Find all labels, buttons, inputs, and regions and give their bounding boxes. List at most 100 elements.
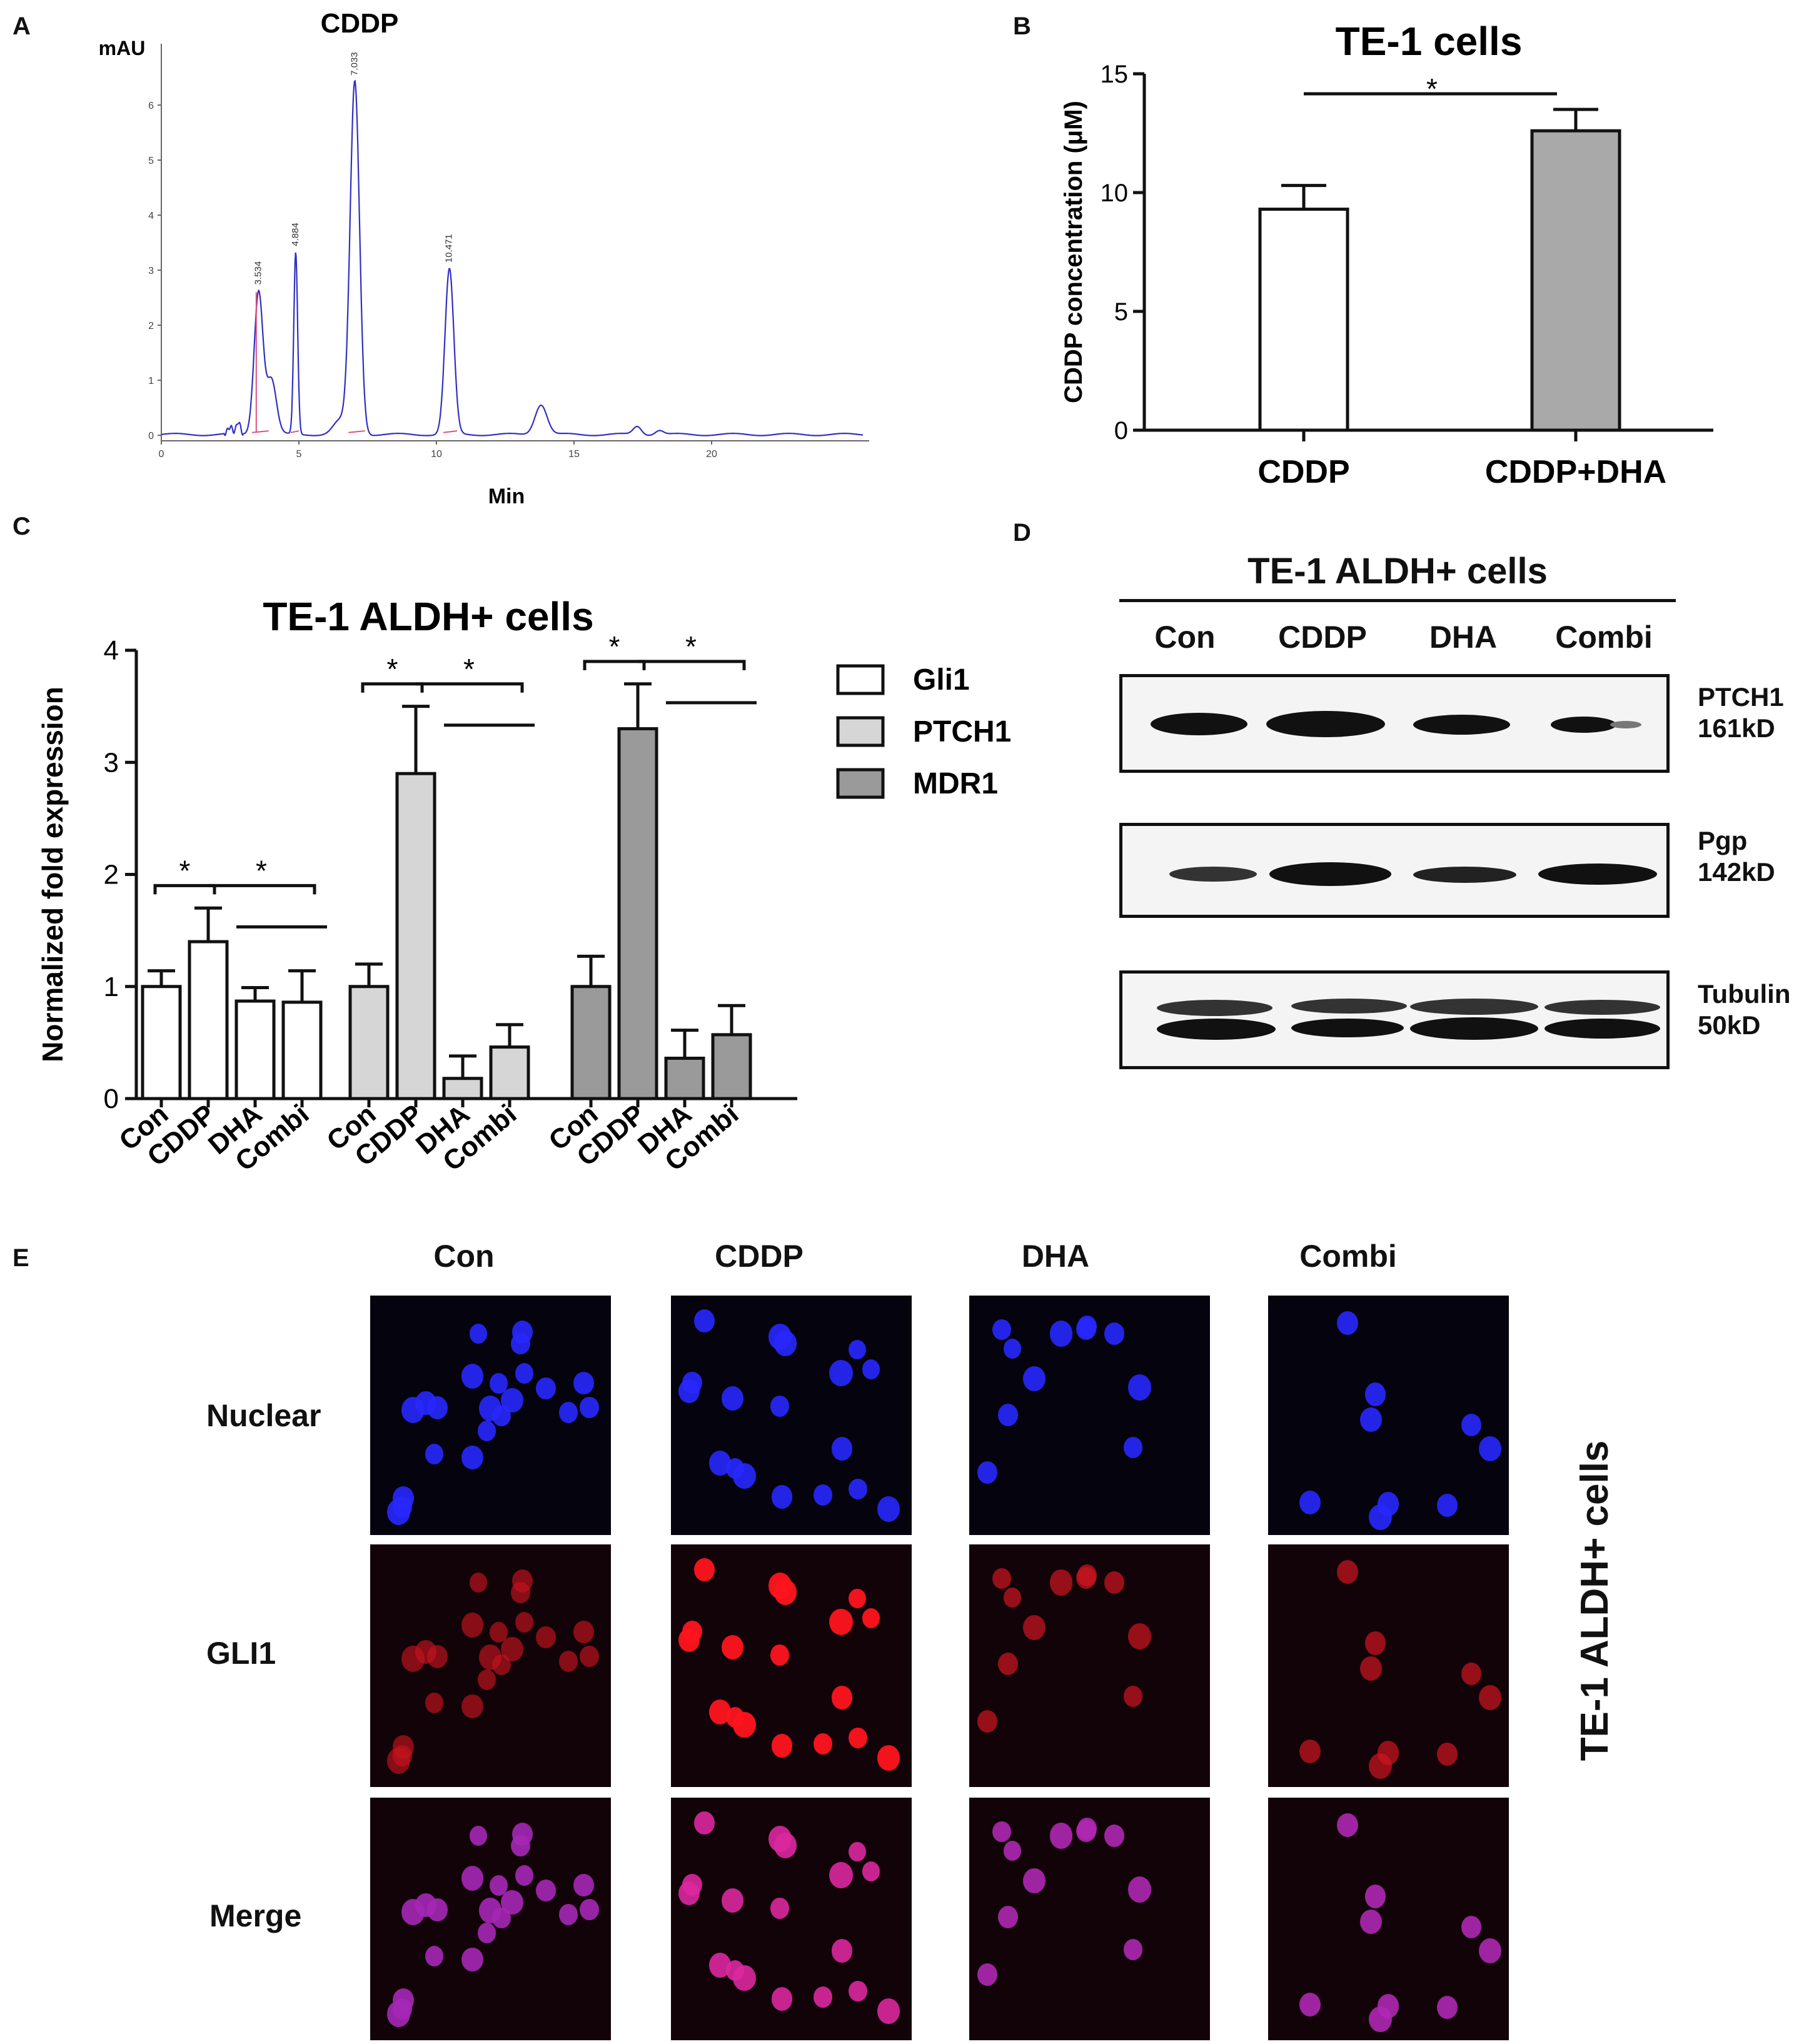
cell-nucleus xyxy=(511,1581,530,1603)
cell-nucleus xyxy=(678,1379,700,1403)
bar xyxy=(570,985,612,1100)
x-tick-label: 5 xyxy=(296,449,302,460)
cell-nucleus xyxy=(461,1363,484,1389)
fold-expression-chart: TE-1 ALDH+ cells Normalized fold expressi… xyxy=(36,594,1011,1177)
cell-nucleus xyxy=(1023,1868,1046,1893)
cell-nucleus xyxy=(386,1498,411,1526)
cell-nucleus xyxy=(1377,1994,1399,2019)
cell-nucleus xyxy=(1461,1916,1482,1939)
cell-nucleus xyxy=(1360,1407,1383,1432)
cell-nucleus xyxy=(1076,1318,1096,1341)
cell-nucleus xyxy=(511,1823,533,1846)
band xyxy=(1544,1019,1660,1039)
cell-nucleus xyxy=(477,1923,496,1943)
cell-nucleus xyxy=(726,1707,745,1728)
cell-nucleus xyxy=(511,1569,533,1593)
if-image xyxy=(1268,1296,1509,1535)
blot-pgp xyxy=(1119,823,1670,918)
cell-nucleus xyxy=(1104,1825,1124,1848)
y-axis-label: mAU xyxy=(99,37,146,59)
cell-nucleus xyxy=(1369,1753,1393,1780)
blot-protein-size: 142kD xyxy=(1698,857,1775,887)
cell-nucleus xyxy=(491,1907,511,1929)
legend-swatch xyxy=(836,768,885,799)
cell-nucleus xyxy=(426,1898,448,1922)
if-image xyxy=(671,1798,912,2040)
significance-mark: * xyxy=(609,630,620,663)
cell-nucleus xyxy=(478,1897,501,1923)
cddp-concentration-chart: TE-1 cells CDDP concentration (μM) 0 5 10 15 C… xyxy=(1060,19,1713,490)
cell-nucleus xyxy=(849,1588,867,1609)
peak-label: 7.033 xyxy=(349,52,360,76)
cell-nucleus xyxy=(849,1981,867,2002)
band xyxy=(1551,717,1616,733)
significance-mark: * xyxy=(179,854,191,887)
cell-nucleus xyxy=(393,1496,412,1518)
cell-nucleus xyxy=(1337,1311,1359,1335)
band xyxy=(1291,1019,1404,1037)
cell-nucleus xyxy=(461,1865,484,1891)
cell-nucleus xyxy=(733,1965,756,1991)
baseline-segment xyxy=(348,430,365,433)
cell-nucleus xyxy=(1478,1684,1501,1711)
y-tick-label: 5 xyxy=(1114,298,1128,326)
cell-nucleus xyxy=(511,1332,530,1354)
cell-nucleus xyxy=(392,1988,414,2012)
blot-ptch1 xyxy=(1119,674,1670,773)
cell-nucleus xyxy=(1478,1938,1501,1964)
bar xyxy=(281,1000,323,1100)
band xyxy=(1538,863,1657,885)
cell-nucleus xyxy=(515,1865,534,1886)
if-column-label-combi: Combi xyxy=(1299,1239,1397,1274)
cell-nucleus xyxy=(558,1904,578,1926)
y-tick-label: 4 xyxy=(104,635,119,666)
cell-nucleus xyxy=(536,1377,556,1400)
band xyxy=(1413,867,1516,883)
cell-nucleus xyxy=(573,1621,594,1644)
cell-nucleus xyxy=(573,1874,594,1897)
cell-nucleus xyxy=(425,1443,444,1464)
cell-nucleus xyxy=(1004,1588,1022,1608)
cell-nucleus xyxy=(425,1945,444,1966)
x-tick-label: CDDP xyxy=(1257,454,1349,490)
y-tick-label: 0 xyxy=(104,1084,119,1114)
cell-nucleus xyxy=(401,1396,425,1423)
cell-nucleus xyxy=(829,1609,853,1636)
cell-nucleus xyxy=(1461,1663,1482,1686)
legend-label: Gli1 xyxy=(913,663,970,697)
cell-nucleus xyxy=(992,1568,1012,1589)
cell-nucleus xyxy=(997,1905,1019,1928)
cell-nucleus xyxy=(770,1897,790,1920)
bar xyxy=(711,1033,752,1100)
cell-nucleus xyxy=(393,1998,412,2020)
cell-nucleus xyxy=(726,1458,745,1479)
bar xyxy=(395,772,436,1100)
lane-label-cddp: CDDP xyxy=(1278,620,1367,655)
cell-nucleus xyxy=(515,1611,534,1633)
baseline-segment xyxy=(443,430,458,433)
cell-nucleus xyxy=(1104,1571,1124,1594)
cell-nucleus xyxy=(426,1396,448,1420)
cell-nucleus xyxy=(1077,1564,1097,1586)
y-tick-label: 10 xyxy=(1101,179,1129,207)
if-row-label-nuclear: Nuclear xyxy=(206,1398,321,1433)
cell-nucleus xyxy=(461,1694,483,1719)
cell-nucleus xyxy=(425,1692,444,1713)
panel-letter-a: A xyxy=(13,13,31,40)
peak-label: 10.471 xyxy=(444,234,455,263)
cell-nucleus xyxy=(1127,1623,1152,1650)
band xyxy=(1169,867,1257,882)
cell-nucleus xyxy=(469,1323,488,1344)
cell-nucleus xyxy=(1436,1995,1458,2020)
blot-tubulin xyxy=(1119,970,1670,1069)
cell-nucleus xyxy=(1436,1742,1458,1766)
cell-nucleus xyxy=(489,1622,508,1643)
cell-nucleus xyxy=(813,1733,833,1755)
cell-nucleus xyxy=(768,1572,792,1599)
cell-nucleus xyxy=(1337,1813,1359,1837)
cell-nucleus xyxy=(1023,1614,1046,1640)
cell-nucleus xyxy=(708,1451,731,1476)
y-tick-label: 1 xyxy=(148,376,154,386)
band xyxy=(1269,862,1391,886)
cell-nucleus xyxy=(461,1612,484,1638)
